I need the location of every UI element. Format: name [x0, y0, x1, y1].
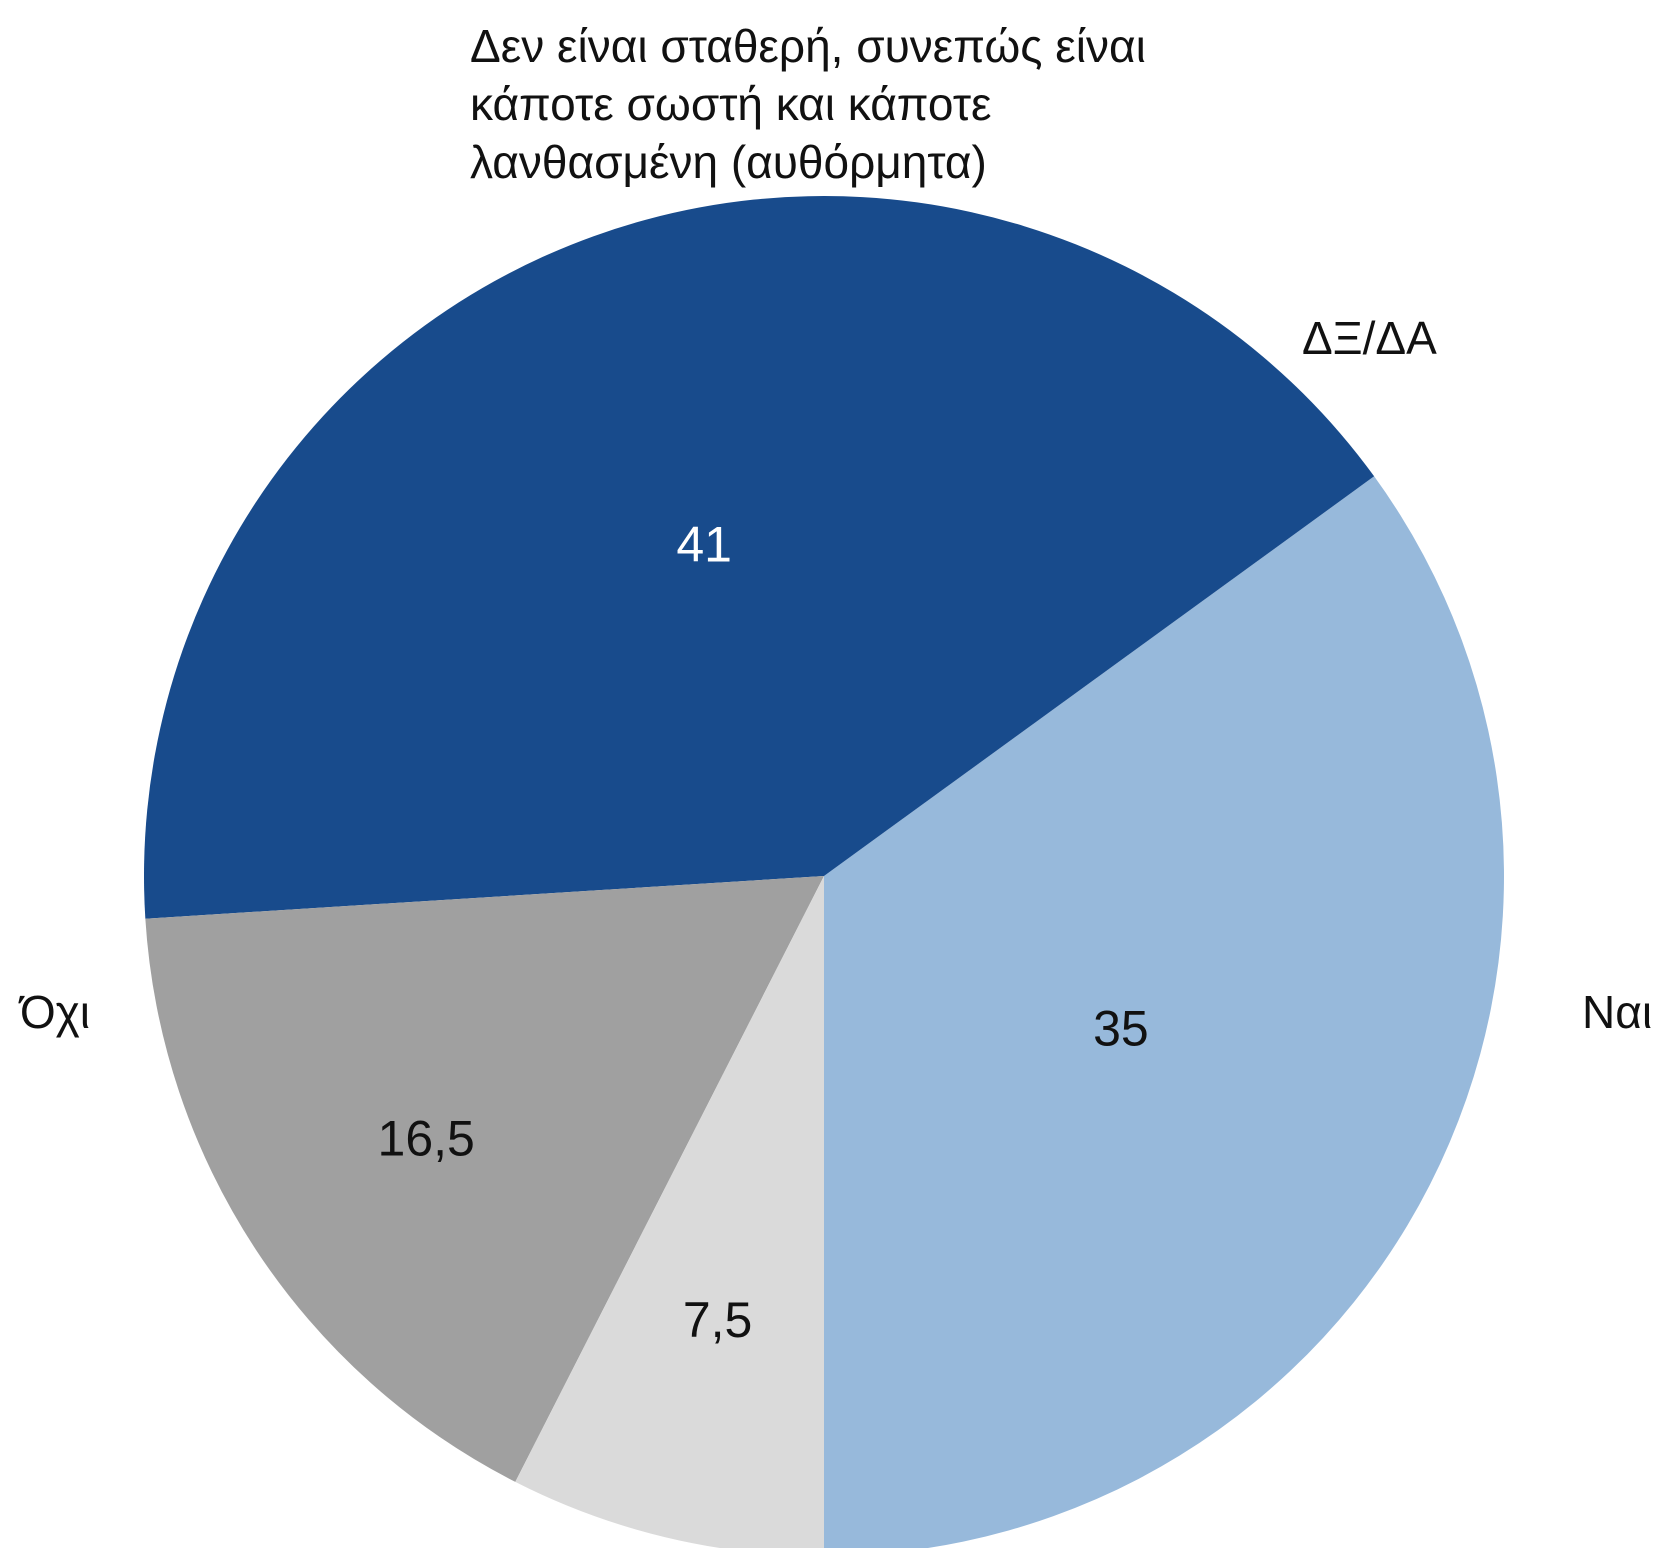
category-label-dk-na: ΔΞ/ΔΑ	[1302, 312, 1437, 364]
category-label-unstable-line: λανθασμένη (αυθόρμητα)	[470, 136, 987, 188]
value-label-unstable: 16,5	[378, 1110, 475, 1166]
category-label-nai: Ναι	[1582, 986, 1652, 1038]
category-label-unstable-line: κάποτε σωστή και κάποτε	[470, 78, 992, 130]
slice-unstable	[145, 876, 825, 1482]
category-label-unstable: Δεν είναι σταθερή, συνεπώς είναι κάποτε σ…	[470, 20, 1146, 188]
slice-dk-na	[515, 876, 824, 1548]
category-labels: Ναι Όχι Δεν είναι σταθερή, συνεπώς είναι…	[18, 20, 1652, 1038]
value-label-ochi: 41	[676, 516, 732, 572]
slice-nai	[824, 476, 1504, 1548]
pie-slices	[143, 196, 1504, 1548]
value-label-nai: 35	[1093, 1000, 1149, 1056]
value-labels: 35 41 16,5 7,5	[378, 516, 1149, 1348]
value-label-dk-na: 7,5	[683, 1292, 753, 1348]
category-label-ochi: Όχι	[18, 986, 90, 1038]
slice-ochi	[143, 196, 1375, 919]
category-label-unstable-line: Δεν είναι σταθερή, συνεπώς είναι	[470, 20, 1146, 72]
